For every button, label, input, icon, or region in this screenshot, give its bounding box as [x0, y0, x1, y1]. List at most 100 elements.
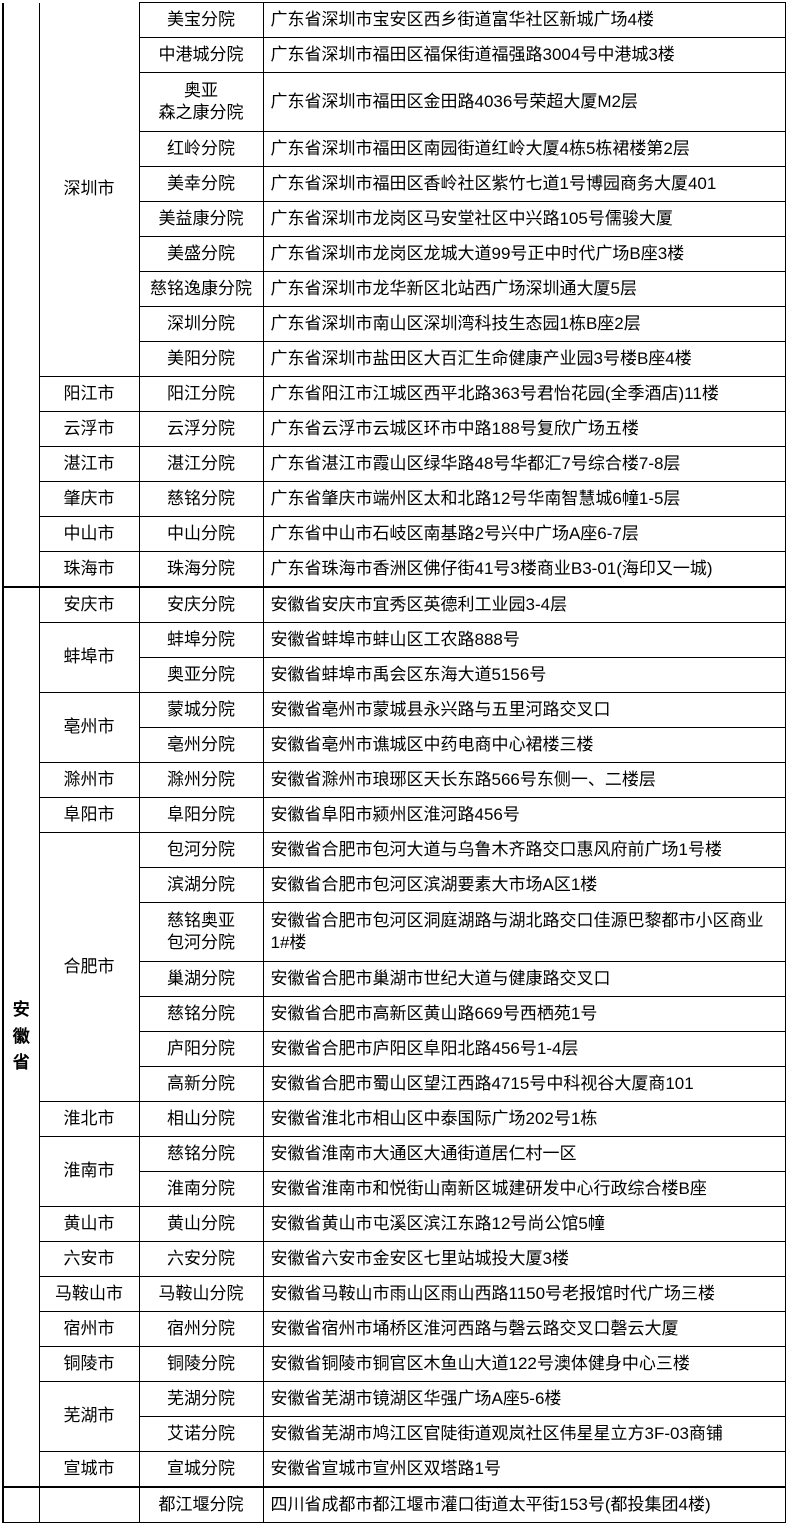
city-cell: 宿州市 [38, 1311, 140, 1347]
branch-name-cell: 宣城分院 [138, 1451, 264, 1488]
branch-name-cell: 美盛分院 [138, 236, 264, 272]
branch-name-cell: 慈铭分院 [138, 1136, 264, 1172]
branch-name-cell: 奥亚 森之康分院 [138, 72, 264, 132]
table-row: 淮南市 慈铭分院 安徽省淮南市大通区大通街道居仁村一区 [3, 1136, 786, 1207]
branch-address-cell: 广东省深圳市宝安区西乡街道富华社区新城广场4楼 [262, 2, 786, 38]
table-row: 美幸分院 广东省深圳市福田区香岭社区紫竹七道1号博园商务大厦401 [3, 166, 786, 202]
city-cell: 六安市 [38, 1241, 140, 1277]
city-cell: 云浮市 [38, 411, 140, 447]
branch-address-cell: 安徽省安庆市宜秀区英德利工业园3-4层 [262, 586, 786, 623]
table-row: 云浮市 云浮分院 广东省云浮市云城区环市中路188号复欣广场五楼 [3, 411, 786, 447]
table-row: 庐阳分院 安徽省合肥市庐阳区阜阳北路456号1-4层 [3, 1031, 786, 1067]
table-row: 中山市 中山分院 广东省中山市石岐区南基路2号兴中广场A座6-7层 [3, 516, 786, 552]
city-cell: 中山市 [38, 516, 140, 552]
table-row: 芜湖市 芜湖分院 安徽省芜湖市镜湖区华强广场A座5-6楼 [3, 1381, 786, 1452]
city-cell: 蚌埠市 [38, 622, 140, 693]
branch-name-cell: 庐阳分院 [138, 1031, 264, 1067]
table-row: 安徽省 安庆市 安庆分院 安徽省安庆市宜秀区英德利工业园3-4层 [2, 586, 786, 1488]
branch-address-cell: 广东省深圳市福田区福保街道福强路3004号中港城3楼 [262, 37, 786, 73]
branch-name-cell: 美益康分院 [138, 201, 264, 237]
branch-address-cell: 安徽省铜陵市铜官区木鱼山大道122号澳体健身中心三楼 [262, 1346, 786, 1382]
branch-address-cell: 安徽省蚌埠市禹会区东海大道5156号 [262, 657, 786, 693]
branch-address-cell: 安徽省马鞍山市雨山区雨山西路1150号老报馆时代广场三楼 [262, 1276, 786, 1312]
branch-address-cell: 安徽省合肥市蜀山区望江西路4715号中科视谷大厦商101 [262, 1066, 786, 1102]
branch-name-cell: 包河分院 [138, 832, 264, 868]
branch-address-cell: 广东省深圳市福田区香岭社区紫竹七道1号博园商务大厦401 [262, 166, 786, 202]
branch-name-cell: 湛江分院 [138, 446, 264, 482]
branch-address-cell: 广东省深圳市福田区金田路4036号荣超大厦M2层 [262, 72, 786, 132]
table-row: 铜陵市 铜陵分院 安徽省铜陵市铜官区木鱼山大道122号澳体健身中心三楼 [3, 1346, 786, 1382]
branch-name-cell: 慈铭奥亚 包河分院 [138, 902, 264, 962]
branch-address-cell: 安徽省亳州市蒙城县永兴路与五里河路交叉口 [262, 692, 786, 728]
table-row: 深圳市 美宝分院 广东省深圳市宝安区西乡街道富华社区新城广场4楼 [2, 2, 786, 588]
branch-name-cell: 阳江分院 [138, 376, 264, 412]
branch-name-cell: 美阳分院 [138, 341, 264, 377]
branch-name-cell: 蒙城分院 [138, 692, 264, 728]
branch-address-cell: 安徽省合肥市包河区滨湖要素大市场A区1楼 [262, 867, 786, 903]
city-cell: 淮南市 [38, 1136, 140, 1207]
branch-address-cell: 广东省深圳市龙岗区马安堂社区中兴路105号儒骏大厦 [262, 201, 786, 237]
table-row: 六安市 六安分院 安徽省六安市金安区七里站城投大厦3楼 [3, 1241, 786, 1277]
branch-address-cell: 四川省成都市都江堰市灌口街道太平街153号(都投集团4楼) [262, 1486, 786, 1523]
branch-address-cell: 安徽省亳州市谯城区中药电商中心裙楼三楼 [262, 727, 786, 763]
branch-name-cell: 慈铭逸康分院 [138, 271, 264, 307]
city-cell: 湛江市 [38, 446, 140, 482]
branch-address-cell: 安徽省蚌埠市蚌山区工农路888号 [262, 622, 786, 658]
province-label: 安徽省 [12, 1000, 30, 1073]
city-cell [38, 1486, 140, 1523]
branch-address-cell: 安徽省淮北市相山区中泰国际广场202号1栋 [262, 1101, 786, 1137]
branch-name-cell: 淮南分院 [138, 1171, 264, 1207]
branch-address-cell: 安徽省淮南市大通区大通街道居仁村一区 [262, 1136, 786, 1172]
branch-address-cell: 广东省云浮市云城区环市中路188号复欣广场五楼 [262, 411, 786, 447]
branch-name-cell: 六安分院 [138, 1241, 264, 1277]
branch-name-cell: 奥亚分院 [138, 657, 264, 693]
table-row: 滨湖分院 安徽省合肥市包河区滨湖要素大市场A区1楼 [3, 867, 786, 903]
branch-address-cell: 广东省中山市石岐区南基路2号兴中广场A座6-7层 [262, 516, 786, 552]
city-cell: 深圳市 [38, 2, 140, 377]
table-row: 高新分院 安徽省合肥市蜀山区望江西路4715号中科视谷大厦商101 [3, 1066, 786, 1102]
branch-name-cell: 亳州分院 [138, 727, 264, 763]
table-row: 宣城市 宣城分院 安徽省宣城市宣州区双塔路1号 [3, 1451, 786, 1488]
branch-address-cell: 广东省阳江市江城区西平北路363号君怡花园(全季酒店)11楼 [262, 376, 786, 412]
table-row: 黄山市 黄山分院 安徽省黄山市屯溪区滨江东路12号尚公馆5幢 [3, 1206, 786, 1242]
table-row: 亳州市 蒙城分院 安徽省亳州市蒙城县永兴路与五里河路交叉口 [3, 692, 786, 763]
city-cell: 肇庆市 [38, 481, 140, 517]
branch-address-cell: 安徽省芜湖市镜湖区华强广场A座5-6楼 [262, 1381, 786, 1417]
branch-name-cell: 黄山分院 [138, 1206, 264, 1242]
branch-name-cell: 红岭分院 [138, 131, 264, 167]
branch-name-cell: 相山分院 [138, 1101, 264, 1137]
table-row: 中港城分院 广东省深圳市福田区福保街道福强路3004号中港城3楼 [3, 37, 786, 73]
city-cell: 安庆市 [38, 586, 140, 623]
branch-name-cell: 滨湖分院 [138, 867, 264, 903]
table-row: 阳江市 阳江分院 广东省阳江市江城区西平北路363号君怡花园(全季酒店)11楼 [3, 376, 786, 412]
table-row: 慈铭奥亚 包河分院 安徽省合肥市包河区洞庭湖路与湖北路交口佳源巴黎都市小区商业1#… [3, 902, 786, 962]
city-cell: 芜湖市 [38, 1381, 140, 1452]
table-row: 肇庆市 慈铭分院 广东省肇庆市端州区太和北路12号华南智慧城6幢1-5层 [3, 481, 786, 517]
table-row: 滁州市 滁州分院 安徽省滁州市琅琊区天长东路566号东侧一、二楼层 [3, 762, 786, 798]
branch-address-cell: 安徽省合肥市高新区黄山路669号西栖苑1号 [262, 996, 786, 1032]
branch-address-cell: 安徽省芜湖市鸠江区官陡街道观岚社区伟星星立方3F-03商铺 [262, 1416, 786, 1452]
branch-name-cell: 铜陵分院 [138, 1346, 264, 1382]
table-row: 亳州分院 安徽省亳州市谯城区中药电商中心裙楼三楼 [3, 727, 786, 763]
branch-address-cell: 安徽省阜阳市颍州区淮河路456号 [262, 797, 786, 833]
city-cell: 黄山市 [38, 1206, 140, 1242]
branch-address-cell: 广东省深圳市南山区深圳湾科技生态园1栋B座2层 [262, 306, 786, 342]
branch-name-cell: 美幸分院 [138, 166, 264, 202]
branch-name-cell: 蚌埠分院 [138, 622, 264, 658]
table-row: 淮北市 相山分院 安徽省淮北市相山区中泰国际广场202号1栋 [3, 1101, 786, 1137]
table-row: 淮南分院 安徽省淮南市和悦街山南新区城建研发中心行政综合楼B座 [3, 1171, 786, 1207]
table-row: 宿州市 宿州分院 安徽省宿州市埇桥区淮河西路与磬云路交叉口磬云大厦 [3, 1311, 786, 1347]
branch-name-cell: 芜湖分院 [138, 1381, 264, 1417]
branch-address-cell: 广东省深圳市龙岗区龙城大道99号正中时代广场B座3楼 [262, 236, 786, 272]
table-row: 深圳分院 广东省深圳市南山区深圳湾科技生态园1栋B座2层 [3, 306, 786, 342]
city-cell: 合肥市 [38, 832, 140, 1102]
branch-name-cell: 珠海分院 [138, 551, 264, 588]
branch-name-cell: 高新分院 [138, 1066, 264, 1102]
branch-address-cell: 安徽省合肥市巢湖市世纪大道与健康路交叉口 [262, 961, 786, 997]
branch-address-cell: 安徽省六安市金安区七里站城投大厦3楼 [262, 1241, 786, 1277]
table-row: 湛江市 湛江分院 广东省湛江市霞山区绿华路48号华都汇7号综合楼7-8层 [3, 446, 786, 482]
table-row: 马鞍山市 马鞍山分院 安徽省马鞍山市雨山区雨山西路1150号老报馆时代广场三楼 [3, 1276, 786, 1312]
city-cell: 淮北市 [38, 1101, 140, 1137]
